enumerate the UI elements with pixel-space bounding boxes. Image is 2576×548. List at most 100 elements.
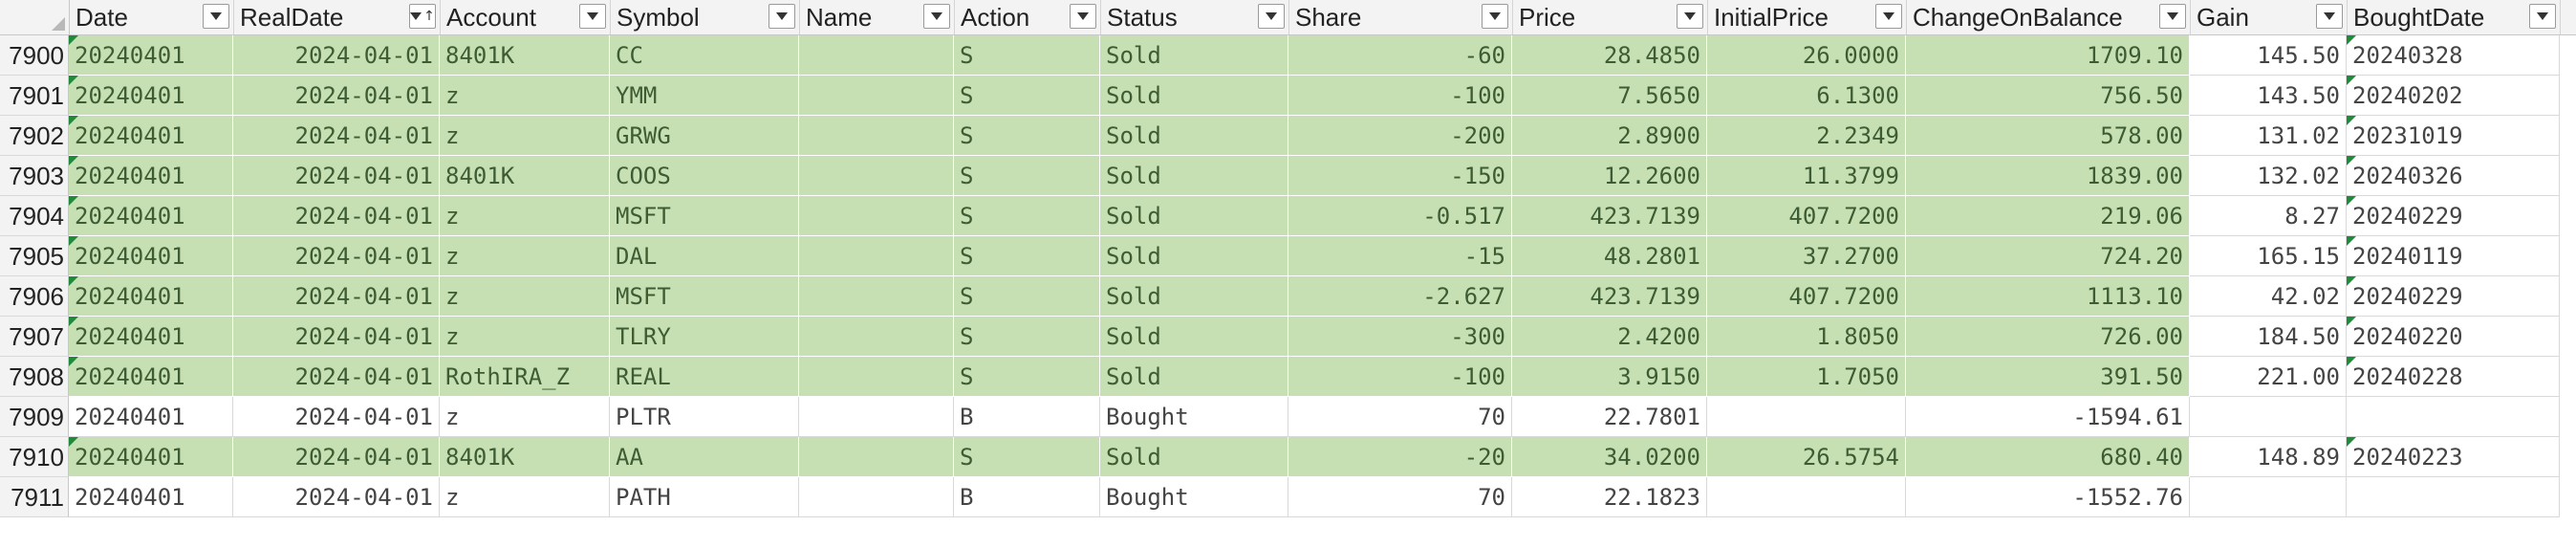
column-header-price[interactable]: Price (1513, 0, 1708, 34)
cell-share[interactable]: -100 (1288, 357, 1512, 397)
cell-boughtdate[interactable]: 20240220 (2347, 317, 2560, 357)
cell-realdate[interactable]: 2024-04-01 (233, 156, 440, 196)
cell-boughtdate[interactable]: 20231019 (2347, 116, 2560, 156)
cell-initialprice[interactable] (1707, 477, 1906, 517)
cell-boughtdate[interactable] (2347, 477, 2560, 517)
cell-action[interactable]: S (954, 76, 1100, 116)
row-number[interactable]: 7910 (0, 437, 69, 477)
row-number[interactable]: 7901 (0, 76, 69, 116)
cell-price[interactable]: 3.9150 (1512, 357, 1707, 397)
cell-action[interactable]: S (954, 156, 1100, 196)
cell-status[interactable]: Sold (1100, 156, 1288, 196)
cell-gain[interactable]: 221.00 (2190, 357, 2347, 397)
cell-initialprice[interactable]: 407.7200 (1707, 276, 1906, 317)
cell-status[interactable]: Sold (1100, 317, 1288, 357)
cell-gain[interactable]: 165.15 (2190, 236, 2347, 276)
cell-name[interactable] (799, 196, 954, 236)
cell-realdate[interactable]: 2024-04-01 (233, 317, 440, 357)
cell-boughtdate[interactable]: 20240326 (2347, 156, 2560, 196)
cell-date[interactable]: 20240401 (69, 276, 233, 317)
row-number[interactable]: 7905 (0, 236, 69, 276)
filter-button[interactable] (1258, 4, 1285, 29)
cell-status[interactable]: Bought (1100, 477, 1288, 517)
column-header-share[interactable]: Share (1289, 0, 1513, 34)
cell-initialprice[interactable]: 2.2349 (1707, 116, 1906, 156)
cell-symbol[interactable]: REAL (610, 357, 799, 397)
filter-button[interactable] (203, 4, 229, 29)
column-header-realdate[interactable]: RealDate ↑ (234, 0, 441, 34)
cell-price[interactable]: 22.1823 (1512, 477, 1707, 517)
cell-share[interactable]: 70 (1288, 477, 1512, 517)
cell-gain[interactable]: 148.89 (2190, 437, 2347, 477)
cell-name[interactable] (799, 236, 954, 276)
cell-date[interactable]: 20240401 (69, 317, 233, 357)
cell-realdate[interactable]: 2024-04-01 (233, 116, 440, 156)
cell-price[interactable]: 34.0200 (1512, 437, 1707, 477)
row-number[interactable]: 7909 (0, 397, 69, 437)
cell-share[interactable]: -200 (1288, 116, 1512, 156)
cell-account[interactable]: z (440, 317, 610, 357)
row-number[interactable]: 7900 (0, 35, 69, 76)
cell-changeonbalance[interactable]: 726.00 (1906, 317, 2190, 357)
cell-price[interactable]: 48.2801 (1512, 236, 1707, 276)
cell-date[interactable]: 20240401 (69, 357, 233, 397)
cell-changeonbalance[interactable]: 680.40 (1906, 437, 2190, 477)
cell-account[interactable]: z (440, 236, 610, 276)
filter-button[interactable] (1677, 4, 1703, 29)
cell-status[interactable]: Sold (1100, 276, 1288, 317)
cell-realdate[interactable]: 2024-04-01 (233, 236, 440, 276)
cell-action[interactable]: S (954, 317, 1100, 357)
cell-price[interactable]: 22.7801 (1512, 397, 1707, 437)
cell-gain[interactable]: 184.50 (2190, 317, 2347, 357)
cell-gain[interactable] (2190, 477, 2347, 517)
filter-button[interactable] (2529, 4, 2556, 29)
filter-button[interactable] (2316, 4, 2343, 29)
row-number[interactable]: 7907 (0, 317, 69, 357)
cell-share[interactable]: -300 (1288, 317, 1512, 357)
cell-changeonbalance[interactable]: 1113.10 (1906, 276, 2190, 317)
cell-changeonbalance[interactable]: 1709.10 (1906, 35, 2190, 76)
cell-symbol[interactable]: YMM (610, 76, 799, 116)
cell-symbol[interactable]: MSFT (610, 196, 799, 236)
cell-realdate[interactable]: 2024-04-01 (233, 35, 440, 76)
cell-realdate[interactable]: 2024-04-01 (233, 397, 440, 437)
cell-changeonbalance[interactable]: 219.06 (1906, 196, 2190, 236)
cell-date[interactable]: 20240401 (69, 116, 233, 156)
cell-account[interactable]: 8401K (440, 156, 610, 196)
cell-action[interactable]: S (954, 437, 1100, 477)
column-header-symbol[interactable]: Symbol (611, 0, 800, 34)
cell-name[interactable] (799, 477, 954, 517)
cell-symbol[interactable]: DAL (610, 236, 799, 276)
cell-initialprice[interactable]: 6.1300 (1707, 76, 1906, 116)
cell-status[interactable]: Sold (1100, 236, 1288, 276)
cell-changeonbalance[interactable]: 756.50 (1906, 76, 2190, 116)
column-header-status[interactable]: Status (1101, 0, 1289, 34)
row-number[interactable]: 7911 (0, 477, 69, 517)
cell-account[interactable]: z (440, 397, 610, 437)
cell-realdate[interactable]: 2024-04-01 (233, 76, 440, 116)
cell-status[interactable]: Sold (1100, 437, 1288, 477)
cell-date[interactable]: 20240401 (69, 397, 233, 437)
cell-share[interactable]: -150 (1288, 156, 1512, 196)
column-header-name[interactable]: Name (800, 0, 955, 34)
select-all-corner[interactable] (0, 0, 70, 34)
cell-initialprice[interactable]: 11.3799 (1707, 156, 1906, 196)
row-number[interactable]: 7908 (0, 357, 69, 397)
column-header-action[interactable]: Action (955, 0, 1101, 34)
cell-name[interactable] (799, 156, 954, 196)
cell-share[interactable]: -0.517 (1288, 196, 1512, 236)
cell-status[interactable]: Sold (1100, 357, 1288, 397)
cell-date[interactable]: 20240401 (69, 236, 233, 276)
cell-price[interactable]: 423.7139 (1512, 276, 1707, 317)
filter-button[interactable]: ↑ (409, 4, 436, 29)
cell-initialprice[interactable]: 1.8050 (1707, 317, 1906, 357)
cell-action[interactable]: S (954, 276, 1100, 317)
cell-realdate[interactable]: 2024-04-01 (233, 477, 440, 517)
cell-realdate[interactable]: 2024-04-01 (233, 437, 440, 477)
cell-action[interactable]: S (954, 236, 1100, 276)
row-number[interactable]: 7904 (0, 196, 69, 236)
cell-symbol[interactable]: COOS (610, 156, 799, 196)
cell-boughtdate[interactable] (2347, 397, 2560, 437)
column-header-initialprice[interactable]: InitialPrice (1708, 0, 1907, 34)
filter-button[interactable] (1875, 4, 1902, 29)
